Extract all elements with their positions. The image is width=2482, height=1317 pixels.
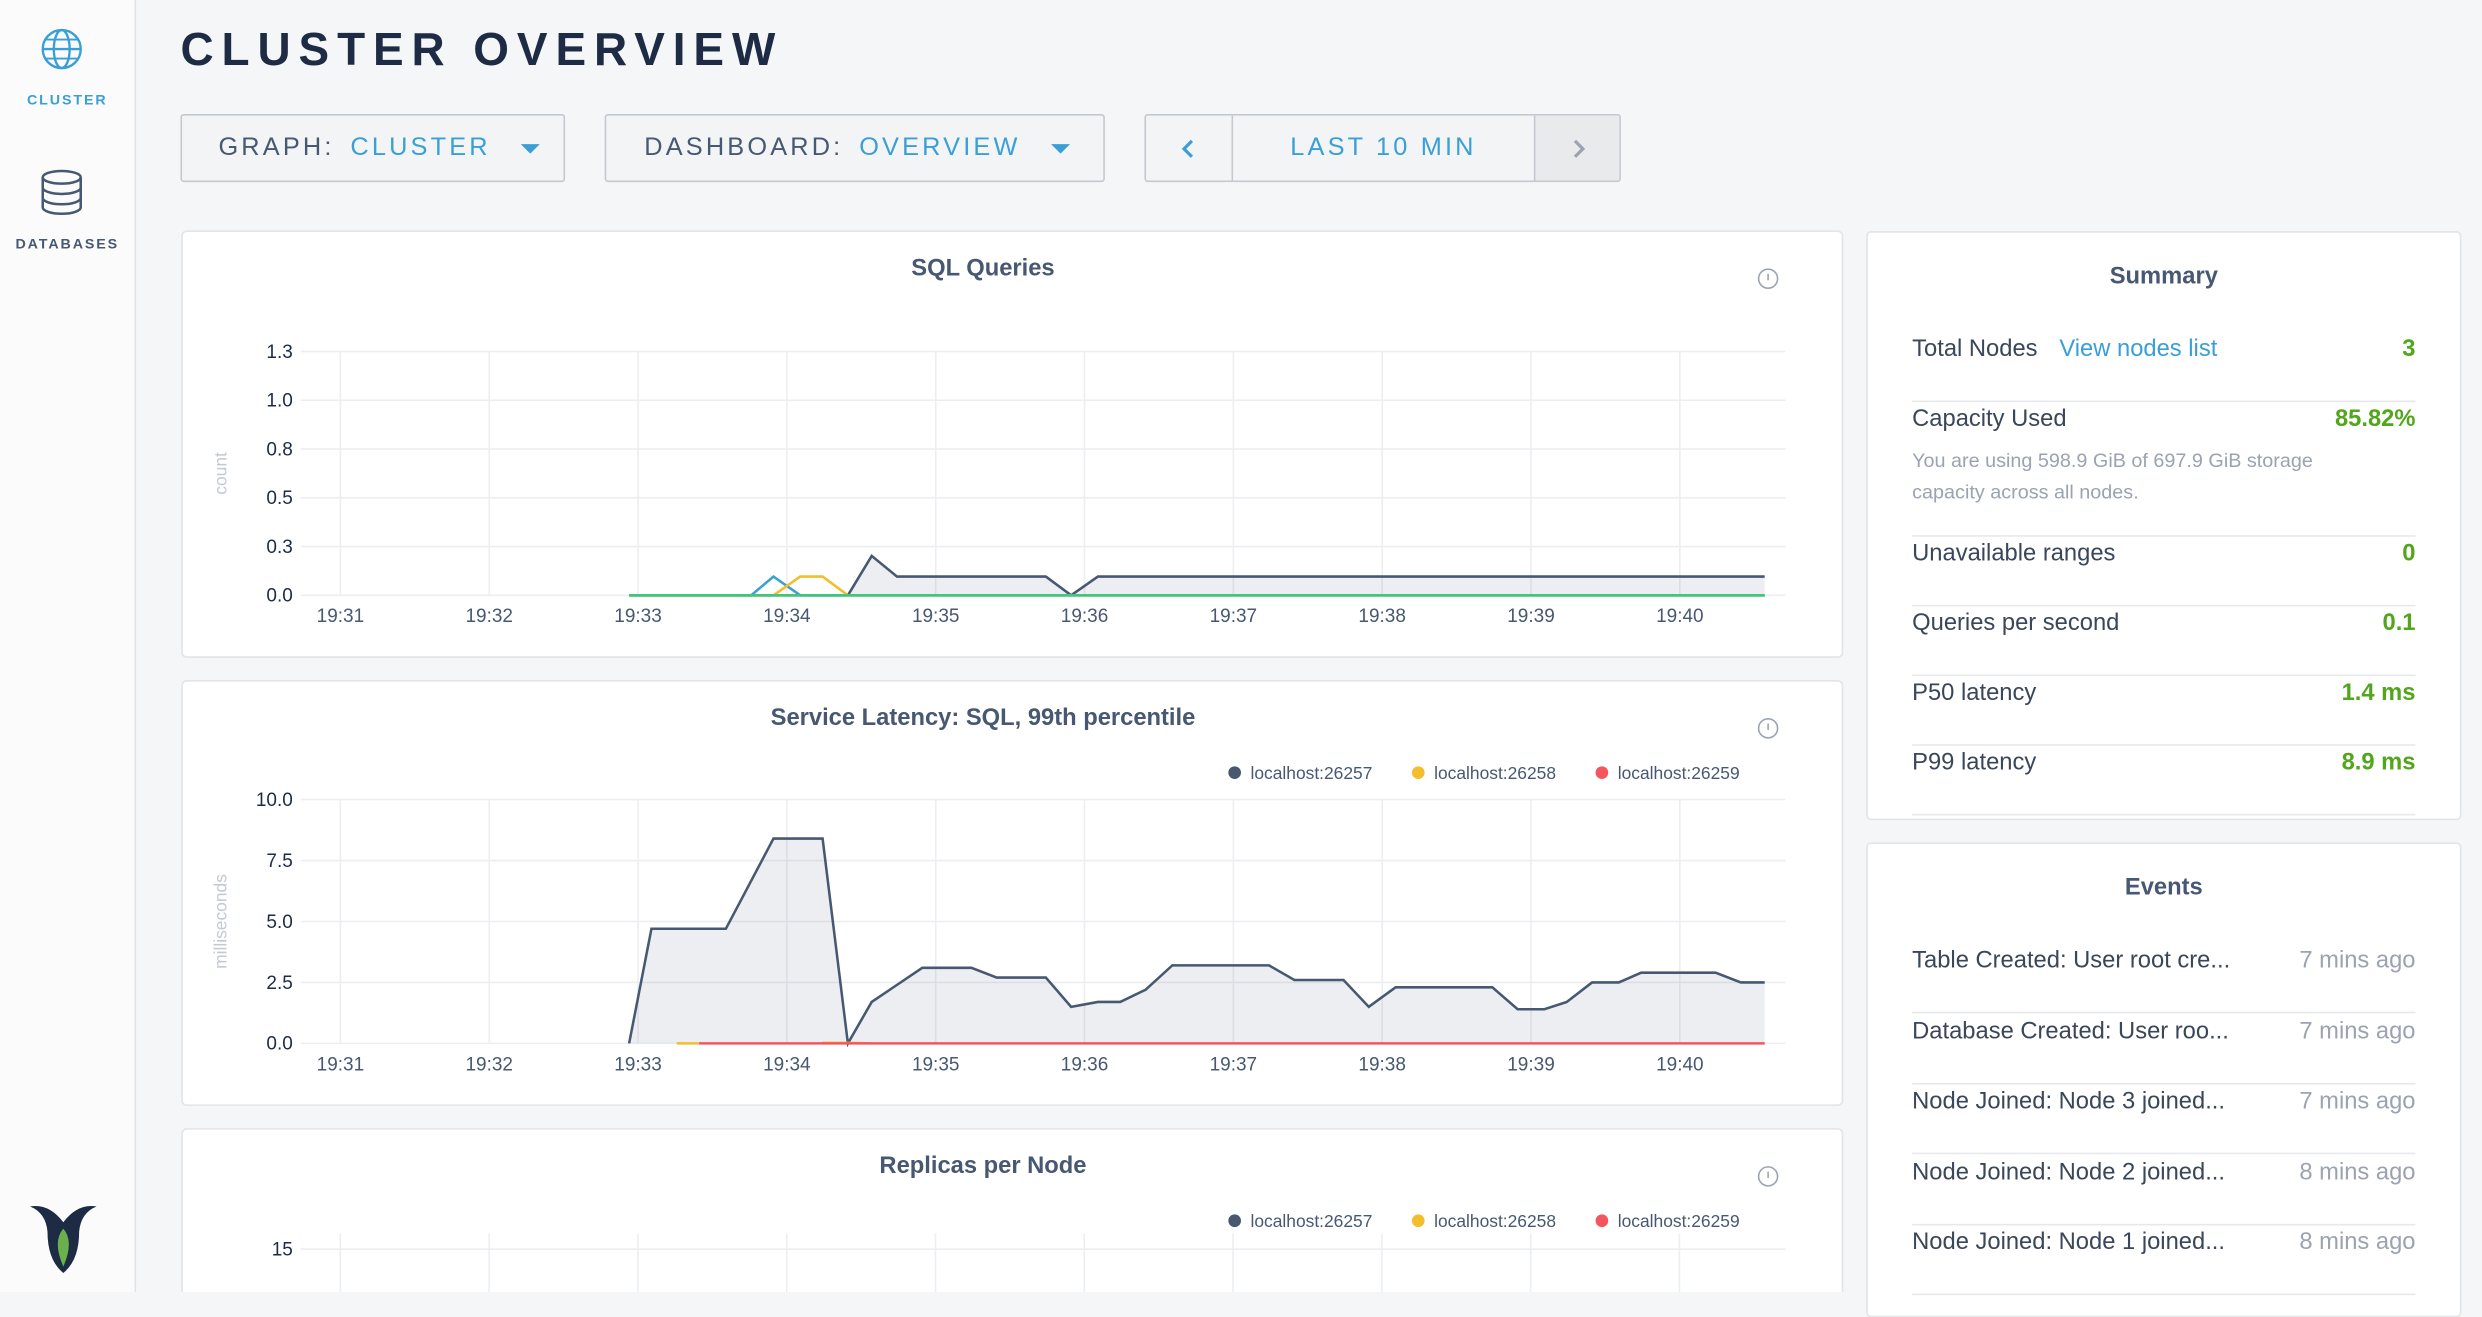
- charts: SQL Queries count 0.0 0.3 0.5 0.8 1.0 1.3 19:31 1…: [0, 0, 1852, 1292]
- y-tick-label: 0.5: [266, 488, 292, 509]
- event-time: 7 mins ago: [2299, 1088, 2415, 1115]
- chart-title: Replicas per Node: [879, 1153, 1086, 1179]
- summary-value: 0.1: [2382, 610, 2415, 637]
- event-time: 8 mins ago: [2299, 1158, 2415, 1185]
- legend-swatch: [1412, 766, 1425, 779]
- summary-row: Capacity Used 85.82% You are using 598.9 G…: [1912, 401, 2415, 537]
- legend-label: localhost:26258: [1434, 763, 1556, 783]
- x-tick-label: 19:32: [465, 606, 513, 627]
- x-tick-label: 19:31: [317, 606, 365, 627]
- event-text: Node Joined: Node 3 joined...: [1912, 1088, 2225, 1115]
- summary-value: 8.9 ms: [2342, 749, 2416, 776]
- x-tick-label: 19:33: [614, 606, 662, 627]
- y-tick-label: 15: [272, 1240, 293, 1261]
- legend-label: localhost:26259: [1618, 763, 1740, 783]
- x-tick-label: 19:33: [614, 1054, 662, 1075]
- x-tick-label: 19:37: [1210, 1054, 1258, 1075]
- y-tick-label: 0.8: [266, 439, 292, 460]
- x-tick-label: 19:36: [1061, 1054, 1109, 1075]
- x-tick-label: 19:38: [1358, 606, 1406, 627]
- x-tick-label: 19:37: [1210, 606, 1258, 627]
- x-tick-label: 19:39: [1507, 1054, 1555, 1075]
- legend-swatch: [1596, 766, 1609, 779]
- x-tick-label: 19:32: [465, 1054, 513, 1075]
- y-tick-label: 10.0: [256, 790, 293, 811]
- chart-title: Service Latency: SQL, 99th percentile: [771, 705, 1196, 731]
- x-tick-label: 19:39: [1507, 606, 1555, 627]
- event-row[interactable]: Node Joined: Node 3 joined... 7 mins ago: [1912, 1083, 2415, 1154]
- y-tick-label: 5.0: [266, 912, 292, 933]
- x-tick-label: 19:38: [1358, 1054, 1406, 1075]
- summary-value: 0: [2402, 540, 2415, 567]
- x-tick-label: 19:40: [1656, 606, 1704, 627]
- event-time: 8 mins ago: [2299, 1229, 2415, 1256]
- x-tick-label: 19:35: [912, 606, 960, 627]
- x-tick-label: 19:34: [763, 1054, 811, 1075]
- legend-swatch: [1228, 766, 1241, 779]
- y-axis-label: count: [210, 452, 230, 495]
- event-text: Table Created: User root cre...: [1912, 947, 2230, 974]
- event-time: 7 mins ago: [2299, 947, 2415, 974]
- y-tick-label: 2.5: [266, 973, 292, 994]
- y-tick-label: 0.3: [266, 537, 292, 558]
- summary-row: Queries per second 0.1: [1912, 605, 2415, 676]
- event-row[interactable]: Table Created: User root cre... 7 mins ag…: [1912, 942, 2415, 1013]
- legend-label: localhost:26257: [1250, 763, 1372, 783]
- summary-link[interactable]: View nodes list: [2059, 336, 2217, 363]
- summary-row: P99 latency 8.9 ms: [1912, 744, 2415, 815]
- legend-swatch: [1228, 1214, 1241, 1227]
- summary-label: Queries per second: [1912, 610, 2119, 637]
- y-axis-label: milliseconds: [210, 874, 230, 969]
- summary-title: Summary: [1868, 263, 2460, 290]
- events-card: Events Table Created: User root cre... 7 …: [1866, 842, 2461, 1317]
- legend-label: localhost:26258: [1434, 1211, 1556, 1231]
- x-tick-label: 19:31: [317, 1054, 365, 1075]
- x-tick-label: 19:36: [1061, 606, 1109, 627]
- summary-value: 3: [2402, 336, 2415, 363]
- summary-row: P50 latency 1.4 ms: [1912, 674, 2415, 745]
- event-text: Node Joined: Node 2 joined...: [1912, 1158, 2225, 1185]
- summary-card: Summary Total Nodes View nodes list 3 Capac…: [1866, 231, 2461, 820]
- y-tick-label: 7.5: [266, 851, 292, 872]
- summary-label: Unavailable ranges: [1912, 540, 2115, 567]
- event-text: Node Joined: Node 1 joined...: [1912, 1229, 2225, 1256]
- summary-value: 85.82%: [2335, 405, 2416, 432]
- event-time: 7 mins ago: [2299, 1017, 2415, 1044]
- summary-label: Capacity Used: [1912, 405, 2066, 432]
- summary-label: Total Nodes: [1912, 336, 2037, 363]
- event-row[interactable]: Node Joined: Node 2 joined... 8 mins ago: [1912, 1153, 2415, 1224]
- legend-label: localhost:26257: [1250, 1211, 1372, 1231]
- event-row[interactable]: Node Joined: Node 1 joined... 8 mins ago: [1912, 1224, 2415, 1295]
- x-tick-label: 19:40: [1656, 1054, 1704, 1075]
- summary-row: Unavailable ranges 0: [1912, 535, 2415, 606]
- summary-label: P50 latency: [1912, 679, 2036, 706]
- legend-swatch: [1412, 1214, 1425, 1227]
- legend-swatch: [1596, 1214, 1609, 1227]
- events-title: Events: [1868, 874, 2460, 901]
- summary-note: You are using 598.9 GiB of 697.9 GiB sto…: [1912, 445, 2371, 508]
- summary-label: P99 latency: [1912, 749, 2036, 776]
- legend-label: localhost:26259: [1618, 1211, 1740, 1231]
- y-tick-label: 1.0: [266, 391, 292, 412]
- summary-row: Total Nodes View nodes list 3: [1912, 331, 2415, 402]
- y-tick-label: 1.3: [266, 342, 292, 363]
- event-row[interactable]: Database Created: User roo... 7 mins ago: [1912, 1013, 2415, 1084]
- y-tick-label: 0.0: [266, 1034, 292, 1055]
- x-tick-label: 19:34: [763, 606, 811, 627]
- y-tick-label: 0.0: [266, 586, 292, 607]
- event-text: Database Created: User roo...: [1912, 1017, 2229, 1044]
- summary-value: 1.4 ms: [2342, 679, 2416, 706]
- x-tick-label: 19:35: [912, 1054, 960, 1075]
- chart-title: SQL Queries: [911, 255, 1054, 281]
